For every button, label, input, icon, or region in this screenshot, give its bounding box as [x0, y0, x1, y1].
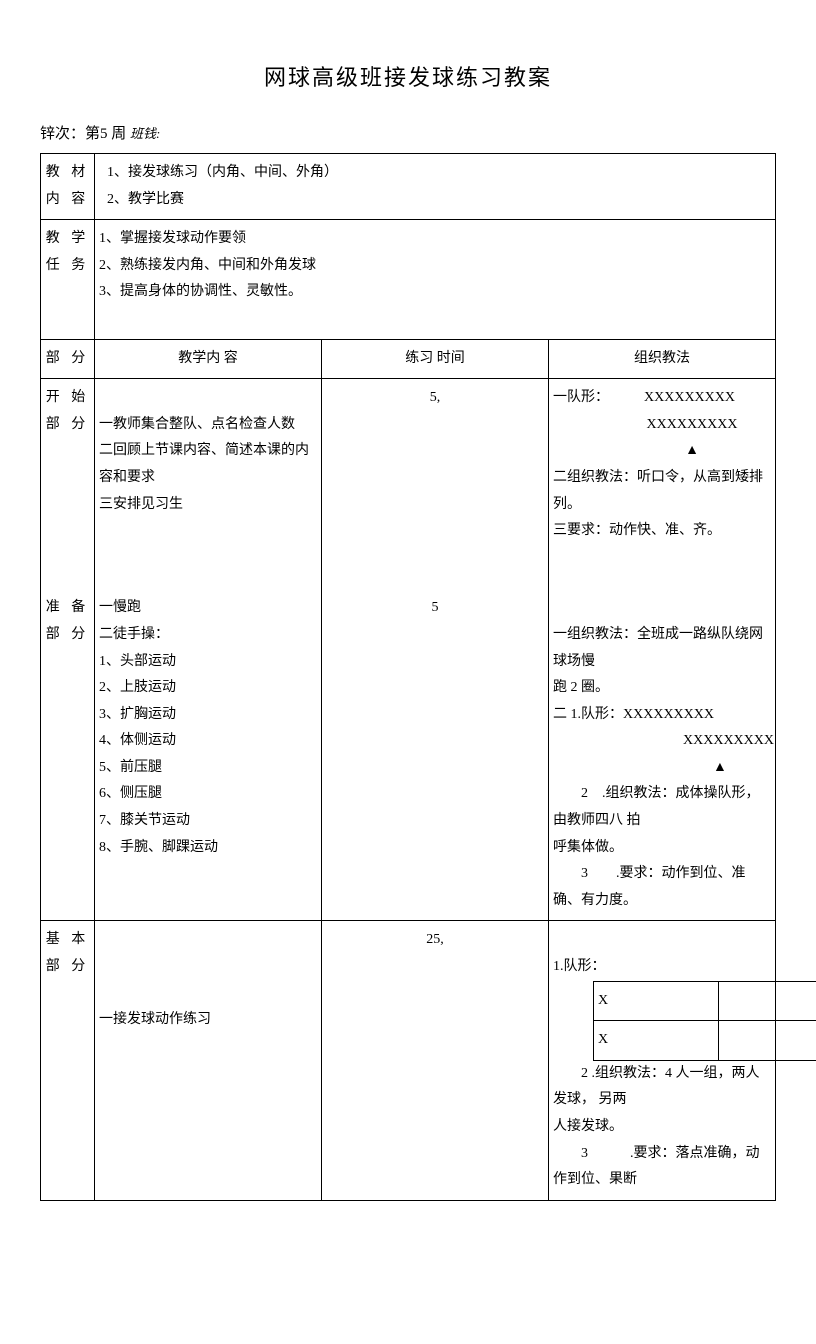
- hdr-content: 教学内 容: [95, 339, 322, 379]
- start-time: 5,: [322, 379, 549, 551]
- meta-mid: 周: [111, 126, 126, 142]
- court-x-tl: X: [598, 993, 608, 1008]
- prep-i1: 1、头部运动: [99, 649, 317, 676]
- prep-i8: 8、手腕、脚踝运动: [99, 835, 317, 862]
- meta-prefix: 锌次：第: [40, 126, 100, 142]
- start-content: 一教师集合整队、点名检查人数 二回顾上节课内容、简述本课的内容和要求 三安排见习…: [95, 379, 322, 551]
- prep-i6: 6、侧压腿: [99, 781, 317, 808]
- prep-o4: 3 .要求：动作到位、准确、有力度。: [553, 861, 771, 914]
- material-l1: 1、接发球练习（内角、中间、外角）: [107, 160, 771, 187]
- prep-i7: 7、膝关节运动: [99, 808, 317, 835]
- start-c2: 二回顾上节课内容、简述本课的内容和要求: [99, 438, 317, 491]
- meta-line: 锌次：第5 周 班钱:: [40, 122, 776, 143]
- hdr-time: 练习 时间: [322, 339, 549, 379]
- start-o2: 二组织教法：听口令，从高到矮排列。: [553, 465, 771, 518]
- label-prep: 准 备部 分: [41, 589, 95, 921]
- prep-org: 一组织教法：全班成一路纵队绕网球场慢 跑 2 圈。 二 1.队形：XXXXXXX…: [549, 589, 776, 921]
- basic-o3: 3 .要求：落点准确，动作到位、果断: [553, 1141, 771, 1194]
- task-l2: 2、熟练接发内角、中间和外角发球: [99, 253, 771, 280]
- prep-i2: 2、上肢运动: [99, 675, 317, 702]
- basic-o2: 2 .组织教法：4 人一组，两人发球， 另两: [553, 1061, 771, 1114]
- prep-o1b: 跑 2 圈。: [553, 675, 771, 702]
- start-form-x2: XXXXXXXXX: [647, 417, 738, 432]
- label-start: 开 始部 分: [41, 379, 95, 551]
- basic-org: 1.队形： X X X X 2 .组织教法：4 人一组，两人发球， 另两 人接发…: [549, 921, 776, 1200]
- label-material: 教 材内 容: [41, 154, 95, 220]
- start-c3: 三安排见习生: [99, 492, 317, 519]
- court-x-bl: X: [598, 1032, 608, 1047]
- start-org: 一队形： XXXXXXXXX XXXXXXXXX ▲ 二组织教法：听口令，从高到…: [549, 379, 776, 551]
- task-content: 1、掌握接发球动作要领 2、熟练接发内角、中间和外角发球 3、提高身体的协调性、…: [95, 220, 776, 339]
- start-o3: 三要求：动作快、准、齐。: [553, 518, 771, 545]
- week-number: 5: [100, 126, 108, 142]
- task-l1: 1、掌握接发球动作要领: [99, 226, 771, 253]
- material-content: 1、接发球练习（内角、中间、外角） 2、教学比赛: [95, 154, 776, 220]
- start-form-x1: XXXXXXXXX: [644, 390, 735, 405]
- page-title: 网球高级班接发球练习教案: [40, 60, 776, 92]
- basic-time: 25,: [322, 921, 549, 1200]
- prep-o3: 2 .组织教法：成体操队形，由教师四八 拍: [553, 781, 771, 834]
- prep-content: 一慢跑 二徒手操： 1、头部运动 2、上肢运动 3、扩胸运动 4、体侧运动 5、…: [95, 589, 322, 921]
- prep-o2x1: XXXXXXXXX: [623, 707, 714, 722]
- basic-content: 一接发球动作练习: [95, 921, 322, 1200]
- prep-c1: 一慢跑: [99, 595, 317, 622]
- hdr-section: 部 分: [41, 339, 95, 379]
- label-basic: 基 本部 分: [41, 921, 95, 1200]
- start-tri: ▲: [685, 443, 699, 458]
- prep-o2a: 二 1.队形：: [553, 707, 623, 722]
- basic-o1: 1.队形：: [553, 954, 771, 981]
- hdr-org: 组织教法: [549, 339, 776, 379]
- start-form-lbl: 一队形：: [553, 390, 602, 405]
- task-l3: 3、提高身体的协调性、灵敏性。: [99, 279, 771, 306]
- prep-o3b: 呼集体做。: [553, 835, 771, 862]
- prep-i4: 4、体侧运动: [99, 728, 317, 755]
- basic-o2b: 人接发球。: [553, 1114, 771, 1141]
- meta-class: 班钱:: [130, 126, 160, 141]
- label-task: 教 学任 务: [41, 220, 95, 339]
- prep-i5: 5、前压腿: [99, 755, 317, 782]
- prep-o1a: 一组织教法：全班成一路纵队绕网球场慢: [553, 622, 771, 675]
- lesson-plan-table: 教 材内 容 1、接发球练习（内角、中间、外角） 2、教学比赛 教 学任 务 1…: [40, 153, 776, 1201]
- prep-tri: ▲: [713, 760, 727, 775]
- prep-i3: 3、扩胸运动: [99, 702, 317, 729]
- material-l2: 2、教学比赛: [107, 187, 771, 214]
- start-c1: 一教师集合整队、点名检查人数: [99, 412, 317, 439]
- court-diagram: X X X X: [593, 981, 816, 1061]
- prep-o2x2: XXXXXXXXX: [683, 733, 774, 748]
- basic-c1: 一接发球动作练习: [99, 1007, 317, 1034]
- prep-c2: 二徒手操：: [99, 622, 317, 649]
- prep-time: 5: [322, 589, 549, 921]
